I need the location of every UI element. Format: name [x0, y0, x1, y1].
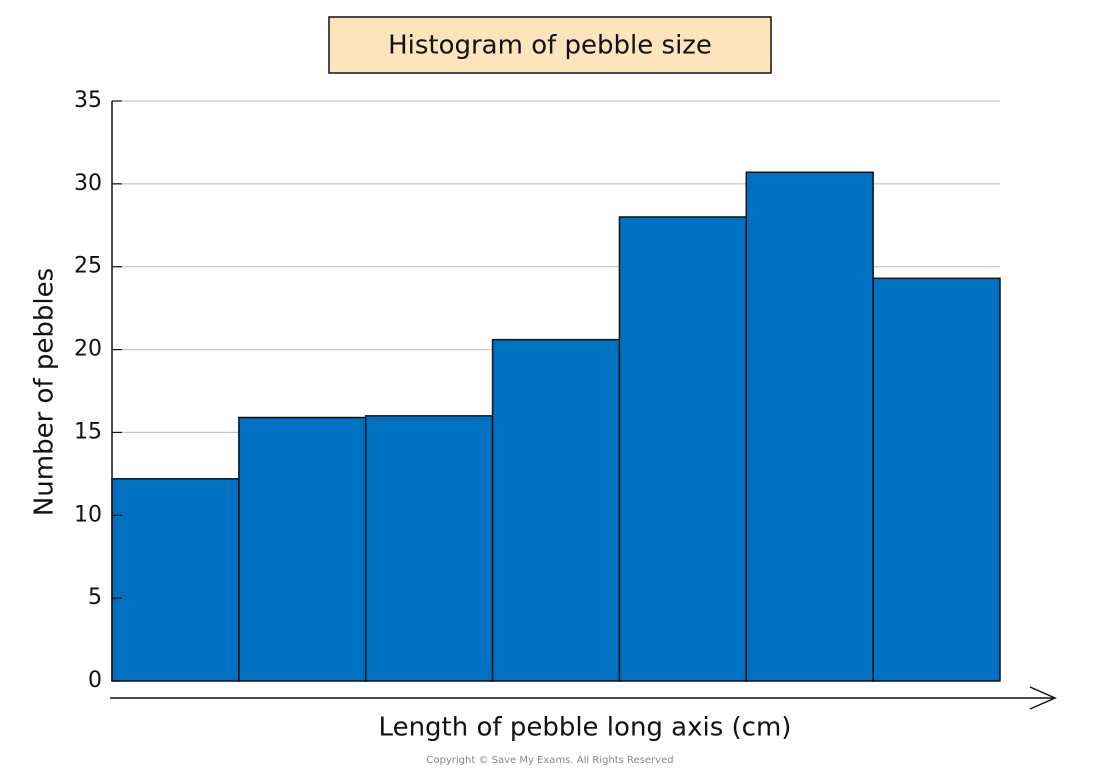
bar [872, 277, 1001, 682]
y-tick-label: 20 [74, 337, 102, 362]
y-tick-label: 30 [74, 171, 102, 196]
title-box [328, 16, 772, 74]
y-tick-label: 10 [74, 502, 102, 527]
bar [111, 478, 240, 682]
y-tick-label: 0 [88, 668, 102, 693]
bar [618, 216, 748, 682]
y-tick-label: 15 [74, 419, 102, 444]
y-tick-label: 25 [74, 254, 102, 279]
x-axis-label: Length of pebble long axis (cm) [379, 713, 792, 743]
x-axis-arrow [1029, 686, 1057, 710]
chart-title: Histogram of pebble size [388, 31, 712, 61]
y-axis-label: Number of pebbles [30, 268, 60, 516]
bar [491, 338, 621, 682]
bar [745, 171, 874, 682]
bar [364, 415, 494, 682]
y-tick-label: 35 [74, 88, 102, 113]
y-tick-label: 5 [88, 585, 102, 610]
copyright: Copyright © Save My Exams. All Rights Re… [426, 755, 673, 766]
bar [238, 416, 367, 682]
